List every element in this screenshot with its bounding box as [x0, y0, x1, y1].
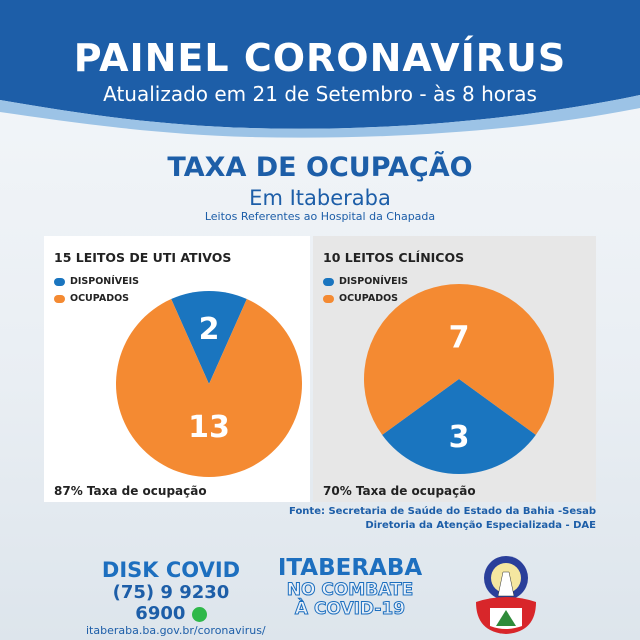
source-line-2: Diretoria da Atenção Especializada - DAE [365, 520, 596, 531]
legend-swatch [323, 277, 334, 286]
legend-swatch [323, 294, 334, 303]
slice-disponiveis [171, 291, 247, 384]
data-label: 7 [449, 320, 470, 355]
section-title: TAXA DE OCUPAÇÃO [167, 152, 473, 183]
page-title: PAINEL CORONAVÍRUS [73, 36, 567, 80]
city-coat-of-arms-logo [476, 556, 536, 634]
campaign-brand: ITABERABA NO COMBATE À COVID-19 [275, 555, 425, 619]
slice-disponiveis [382, 379, 536, 474]
chart-uti: 2 13 15 LEITOS DE UTI ATIVOS DISPONÍVEIS … [44, 236, 310, 502]
legend-disponiveis: DISPONÍVEIS [323, 276, 408, 287]
slice-ocupados [115, 299, 302, 477]
data-label: 2 [199, 312, 220, 347]
header-banner [0, 0, 640, 140]
header-background [0, 0, 640, 138]
section-note: Leitos Referentes ao Hospital da Chapada [204, 210, 436, 223]
brand-name: ITABERABA [277, 555, 423, 581]
chart-title: 15 LEITOS DE UTI ATIVOS [54, 250, 232, 265]
website-link[interactable]: itaberaba.ba.gov.br/coronavirus/ [86, 624, 266, 637]
legend-label: OCUPADOS [339, 293, 399, 304]
pie-uti: 2 13 [115, 291, 302, 477]
slogan-line-2: À COVID-19 [294, 599, 406, 619]
phone-text: (75) 9 9230 6900 [112, 582, 230, 624]
source-line-1: Fonte: Secretaria de Saúde do Estado da … [289, 506, 596, 517]
slice-ocupados [364, 284, 554, 435]
page-subtitle: Atualizado em 21 de Setembro - às 8 hora… [103, 82, 537, 106]
occupancy-rate: 70% Taxa de ocupação [323, 484, 476, 498]
data-label: 3 [449, 420, 470, 455]
legend-ocupados: OCUPADOS [54, 293, 129, 304]
data-label: 13 [188, 410, 230, 445]
disk-covid: DISK COVID (75) 9 9230 6900 itaberaba.ba… [86, 558, 266, 637]
pie-clinicos: 37 [364, 284, 554, 474]
legend-label: OCUPADOS [70, 293, 130, 304]
legend-disponiveis: DISPONÍVEIS [54, 276, 139, 287]
occupancy-rate: 87% Taxa de ocupação [54, 484, 207, 498]
legend-swatch [54, 294, 65, 303]
section-subtitle: Em Itaberaba [249, 186, 391, 210]
chart-title: 10 LEITOS CLÍNICOS [323, 250, 465, 265]
legend-label: DISPONÍVEIS [70, 276, 140, 287]
legend-label: DISPONÍVEIS [339, 276, 409, 287]
legend-ocupados: OCUPADOS [323, 293, 398, 304]
disk-covid-title: DISK COVID [101, 558, 241, 582]
phone-number: (75) 9 9230 6900 [86, 582, 256, 624]
whatsapp-icon [191, 606, 207, 622]
legend-swatch [54, 277, 65, 286]
slogan-line-1: NO COMBATE [286, 580, 414, 600]
